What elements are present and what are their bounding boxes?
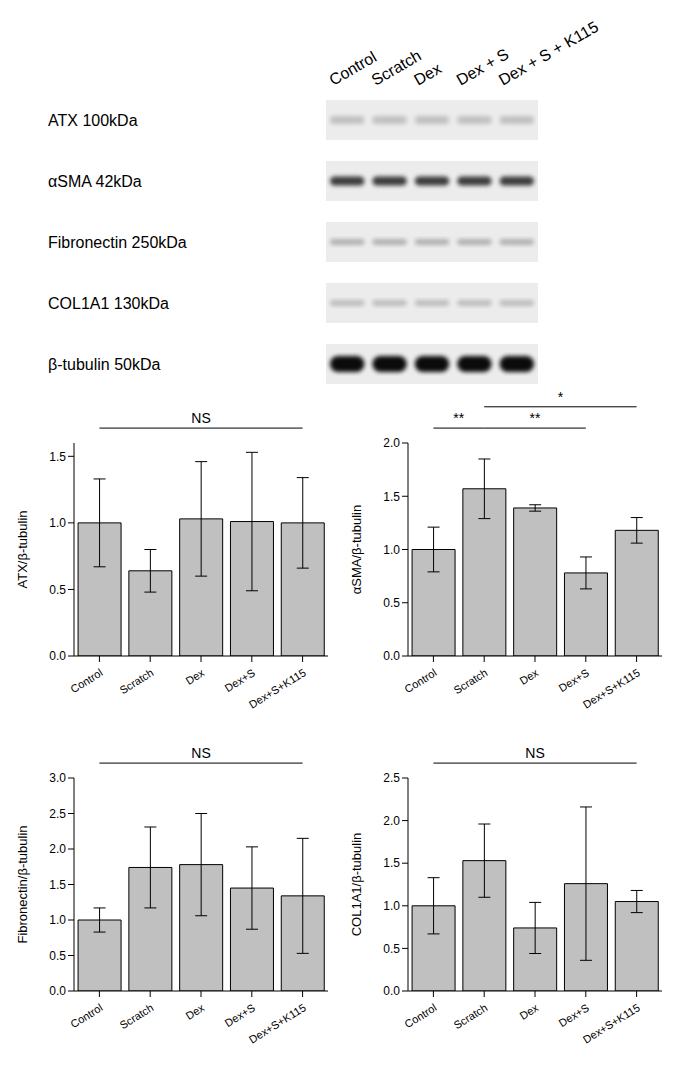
- svg-text:Dex+S+K115: Dex+S+K115: [247, 1001, 308, 1045]
- svg-text:Dex+S: Dex+S: [222, 666, 257, 694]
- svg-text:**: **: [530, 410, 541, 426]
- svg-text:Dex: Dex: [517, 666, 540, 687]
- svg-text:1.5: 1.5: [49, 450, 66, 464]
- svg-text:Dex: Dex: [411, 60, 444, 89]
- svg-text:1.5: 1.5: [383, 856, 400, 870]
- svg-text:COL1A1 130kDa: COL1A1 130kDa: [48, 295, 169, 312]
- svg-text:2.5: 2.5: [383, 771, 400, 785]
- svg-text:Scratch: Scratch: [118, 666, 156, 696]
- svg-text:2.0: 2.0: [383, 814, 400, 828]
- svg-text:Dex+S+K115: Dex+S+K115: [581, 666, 642, 710]
- svg-text:Fibronectin/β-tubulin: Fibronectin/β-tubulin: [15, 825, 30, 943]
- svg-text:Dex+S+K115: Dex+S+K115: [581, 1001, 642, 1045]
- svg-text:β-tubulin 50kDa: β-tubulin 50kDa: [48, 356, 160, 373]
- svg-text:NS: NS: [191, 745, 210, 761]
- svg-text:Dex: Dex: [183, 1001, 206, 1022]
- svg-text:0.0: 0.0: [383, 984, 400, 998]
- svg-text:Dex + S: Dex + S: [453, 45, 512, 89]
- svg-text:Scratch: Scratch: [452, 1001, 490, 1031]
- svg-text:0.0: 0.0: [49, 649, 66, 663]
- svg-text:0.0: 0.0: [49, 984, 66, 998]
- svg-text:ATX/β-tubulin: ATX/β-tubulin: [15, 510, 30, 588]
- svg-text:2.5: 2.5: [49, 807, 66, 821]
- svg-text:0.5: 0.5: [49, 949, 66, 963]
- svg-text:COL1A1/β-tubulin: COL1A1/β-tubulin: [349, 833, 364, 937]
- svg-text:0.5: 0.5: [383, 942, 400, 956]
- svg-text:**: **: [453, 410, 464, 426]
- svg-text:Control: Control: [68, 666, 104, 695]
- svg-text:1.0: 1.0: [383, 543, 400, 557]
- svg-text:0.0: 0.0: [383, 649, 400, 663]
- svg-text:αSMA 42kDa: αSMA 42kDa: [48, 173, 142, 190]
- svg-text:Scratch: Scratch: [118, 1001, 156, 1031]
- svg-text:Scratch: Scratch: [452, 666, 490, 696]
- svg-text:Dex+S: Dex+S: [556, 1001, 591, 1029]
- svg-text:1.5: 1.5: [49, 878, 66, 892]
- svg-text:0.5: 0.5: [49, 583, 66, 597]
- svg-text:*: *: [558, 389, 564, 405]
- svg-text:NS: NS: [525, 745, 544, 761]
- svg-text:ATX 100kDa: ATX 100kDa: [48, 112, 138, 129]
- svg-text:Fibronectin 250kDa: Fibronectin 250kDa: [48, 234, 187, 251]
- svg-text:Scratch: Scratch: [368, 46, 425, 89]
- svg-text:Control: Control: [326, 48, 379, 89]
- svg-text:Dex: Dex: [183, 666, 206, 687]
- svg-text:αSMA/β-tubulin: αSMA/β-tubulin: [349, 505, 364, 594]
- svg-text:Control: Control: [402, 1001, 438, 1030]
- svg-text:3.0: 3.0: [49, 771, 66, 785]
- svg-text:1.0: 1.0: [49, 516, 66, 530]
- svg-text:2.0: 2.0: [49, 842, 66, 856]
- svg-text:Dex: Dex: [517, 1001, 540, 1022]
- svg-text:Dex + S + K115: Dex + S + K115: [496, 18, 601, 89]
- svg-text:1.5: 1.5: [383, 490, 400, 504]
- svg-text:2.0: 2.0: [383, 436, 400, 450]
- svg-text:Control: Control: [402, 666, 438, 695]
- svg-text:0.5: 0.5: [383, 596, 400, 610]
- svg-text:Control: Control: [68, 1001, 104, 1030]
- svg-text:Dex+S: Dex+S: [222, 1001, 257, 1029]
- svg-text:NS: NS: [191, 410, 210, 426]
- svg-text:Dex+S: Dex+S: [556, 666, 591, 694]
- svg-text:1.0: 1.0: [49, 913, 66, 927]
- svg-text:1.0: 1.0: [383, 899, 400, 913]
- svg-text:Dex+S+K115: Dex+S+K115: [247, 666, 308, 710]
